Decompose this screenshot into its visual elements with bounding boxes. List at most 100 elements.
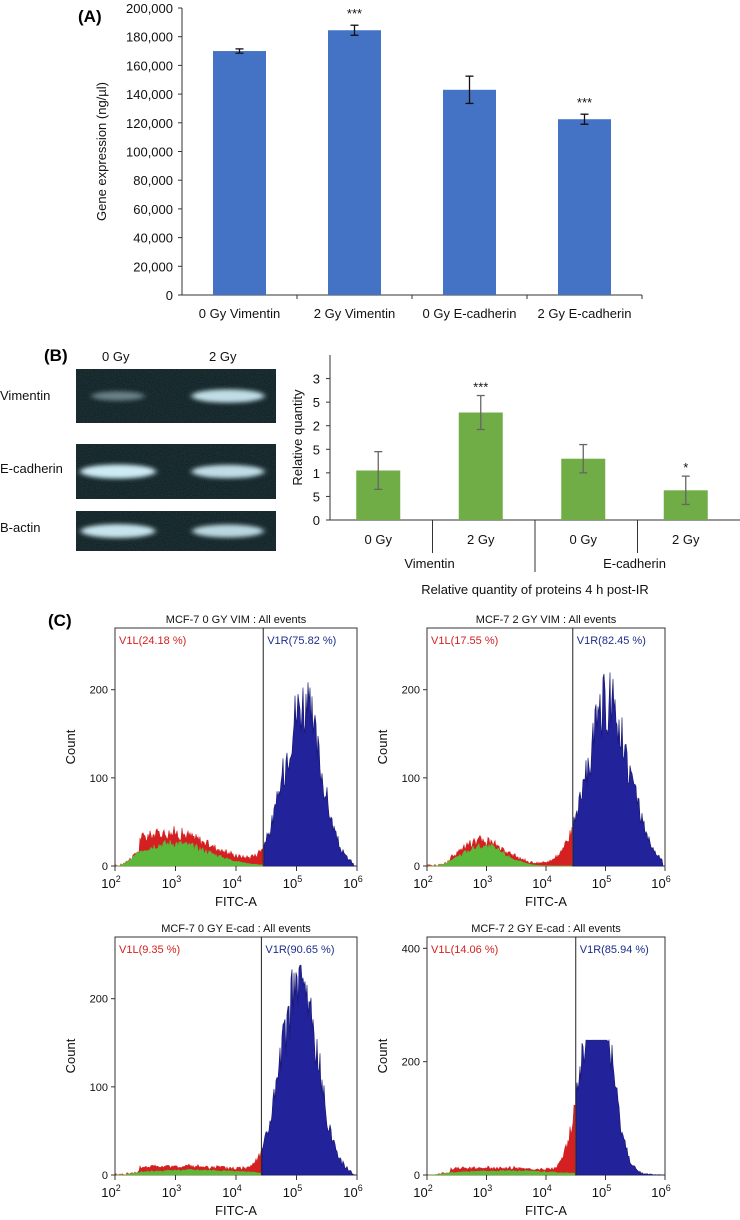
chart-b-y-tick-label: 0 xyxy=(313,513,320,528)
histogram-gate-left-label: V1L(24.18 %) xyxy=(119,635,186,647)
histogram-x-tick-label: 105 xyxy=(283,1183,302,1200)
blot-row-label-bactin: B-actin xyxy=(0,520,40,535)
chart-a-significance: *** xyxy=(347,6,362,21)
histogram-y-axis-title: Count xyxy=(63,729,78,764)
chart-a-x-tick-label: 2 Gy E-cadherin xyxy=(538,306,632,321)
blot-band xyxy=(80,464,156,479)
histogram-y-tick-label: 0 xyxy=(414,1170,420,1182)
histogram-x-tick-label: 103 xyxy=(473,874,492,891)
histogram-frame xyxy=(426,936,666,1176)
chart-a-bar xyxy=(443,89,496,295)
chart-a-significance: *** xyxy=(577,95,592,110)
chart-a-y-tick-label: 40,000 xyxy=(133,231,173,246)
chart-b-relative-quantity: 0 5 1 5 2 5 3 Relative quantity 0 Gy *** 2 Gy 0 Gy *… xyxy=(290,355,740,597)
chart-a-y-tick-label: 120,000 xyxy=(126,116,173,131)
histogram-x-tick-label: 106 xyxy=(651,874,670,891)
histogram-gate-left-label: V1L(17.55 %) xyxy=(431,635,498,647)
chart-b-y-tick-label: 2 xyxy=(313,419,320,434)
blot-band xyxy=(191,464,265,479)
histogram-title: MCF-7 0 GY VIM : All events xyxy=(166,614,307,626)
chart-a-y-tick-label: 140,000 xyxy=(126,87,173,102)
panel-label-b: (B) xyxy=(44,346,68,365)
histogram-y-tick-label: 0 xyxy=(102,1170,108,1182)
histogram-gate-left-label: V1L(14.06 %) xyxy=(431,944,498,956)
blot-row-label-ecadherin: E-cadherin xyxy=(0,461,63,476)
blot-band xyxy=(192,524,264,538)
histogram-title: MCF-7 2 GY E-cad : All events xyxy=(471,923,621,935)
histogram-x-tick-label: 106 xyxy=(651,1183,670,1200)
histogram-y-tick-label: 100 xyxy=(90,1082,108,1094)
histogram-title: MCF-7 2 GY VIM : All events xyxy=(476,614,617,626)
chart-a-x-tick-label: 2 Gy Vimentin xyxy=(314,306,395,321)
histogram-x-axis-title: FITC-A xyxy=(215,894,257,909)
histogram-y-tick-label: 200 xyxy=(402,1057,420,1069)
histogram-x-tick-label: 102 xyxy=(101,874,120,891)
histogram-y-tick-label: 100 xyxy=(90,773,108,785)
chart-a-y-tick-label: 60,000 xyxy=(133,202,173,217)
histogram-gate-right-fill xyxy=(572,672,664,867)
chart-b-y-axis-title: Relative quantity xyxy=(290,389,305,486)
histogram-gate-right-label: V1R(90.65 %) xyxy=(265,944,334,956)
histogram-x-tick-label: 104 xyxy=(222,1183,241,1200)
histogram-gate-right-label: V1R(85.94 %) xyxy=(580,944,649,956)
histogram-x-tick-label: 105 xyxy=(283,874,302,891)
histogram-y-tick-label: 400 xyxy=(402,943,420,955)
chart-a-y-tick-label: 100,000 xyxy=(126,145,173,160)
histogram-y-tick-label: 200 xyxy=(402,685,420,697)
blot-lane-label-0gy: 0 Gy xyxy=(102,349,130,364)
histogram-low-population-fill xyxy=(428,1169,576,1176)
blot-lane-label-2gy: 2 Gy xyxy=(209,349,237,364)
histogram-gate-right-label: V1R(82.45 %) xyxy=(577,635,646,647)
histogram-y-axis-title: Count xyxy=(63,1038,78,1073)
chart-b-significance: * xyxy=(683,460,688,475)
blot-row-label-vimentin: Vimentin xyxy=(0,388,50,403)
histogram-x-tick-label: 106 xyxy=(343,1183,362,1200)
blot-band xyxy=(91,391,145,401)
chart-a-bar xyxy=(328,30,381,296)
histogram-gate-left-label: V1L(9.35 %) xyxy=(119,944,180,956)
histogram-low-population-fill xyxy=(116,1168,262,1176)
histogram-y-tick-label: 200 xyxy=(90,994,108,1006)
chart-a-bar xyxy=(213,51,266,295)
histogram-x-tick-label: 103 xyxy=(473,1183,492,1200)
histogram-gate-left-fill xyxy=(428,1104,576,1176)
chart-b-x-tick-label: 2 Gy xyxy=(467,532,495,547)
histogram-y-axis-title: Count xyxy=(375,1038,390,1073)
chart-b-group-label: Vimentin xyxy=(404,556,454,571)
histogram-low-population-fill xyxy=(428,842,573,867)
chart-a-y-tick-label: 180,000 xyxy=(126,30,173,45)
chart-a-y-tick-label: 200,000 xyxy=(126,1,173,16)
histogram-gate-right-fill xyxy=(261,964,356,1176)
histogram-y-axis-title: Count xyxy=(375,729,390,764)
blot-band xyxy=(80,524,156,538)
chart-a-x-tick-label: 0 Gy Vimentin xyxy=(199,306,280,321)
histogram-x-tick-label: 103 xyxy=(162,874,181,891)
chart-b-y-tick-label: 5 xyxy=(313,395,320,410)
chart-a-y-tick-label: 0 xyxy=(166,288,173,303)
histogram-2gy-vim: MCF-7 2 GY VIM : All events V1L(17.55 %) V… xyxy=(375,614,671,909)
histogram-gate-right-label: V1R(75.82 %) xyxy=(267,635,336,647)
chart-b-bar xyxy=(458,412,503,520)
chart-a-bar xyxy=(558,119,611,296)
histogram-x-tick-label: 102 xyxy=(413,1183,432,1200)
histogram-y-tick-label: 100 xyxy=(402,773,420,785)
chart-b-y-tick-label: 5 xyxy=(313,489,320,504)
histogram-gate-left-fill xyxy=(115,1151,262,1176)
histogram-x-axis-title: FITC-A xyxy=(525,1203,567,1218)
histogram-0gy-ecad: MCF-7 0 GY E-cad : All events V1L(9.35 %)… xyxy=(63,923,363,1218)
chart-a-y-tick-label: 80,000 xyxy=(133,173,173,188)
histogram-x-tick-label: 105 xyxy=(592,874,611,891)
chart-b-x-tick-label: 2 Gy xyxy=(672,532,700,547)
histogram-x-tick-label: 103 xyxy=(162,1183,181,1200)
histogram-x-axis-title: FITC-A xyxy=(215,1203,257,1218)
western-blot: 0 Gy 2 Gy Vimentin E-cadherin B-actin xyxy=(0,349,276,551)
blot-band xyxy=(191,389,265,403)
histogram-x-tick-label: 104 xyxy=(532,874,551,891)
histogram-y-tick-label: 0 xyxy=(102,861,108,873)
panel-label-a: (A) xyxy=(78,7,102,26)
histogram-y-tick-label: 200 xyxy=(90,685,108,697)
histogram-y-tick-label: 0 xyxy=(414,861,420,873)
histogram-title: MCF-7 0 GY E-cad : All events xyxy=(161,923,311,935)
chart-b-y-tick-label: 5 xyxy=(313,442,320,457)
chart-a-y-axis-title: Gene expression (ng/µl) xyxy=(94,82,109,221)
